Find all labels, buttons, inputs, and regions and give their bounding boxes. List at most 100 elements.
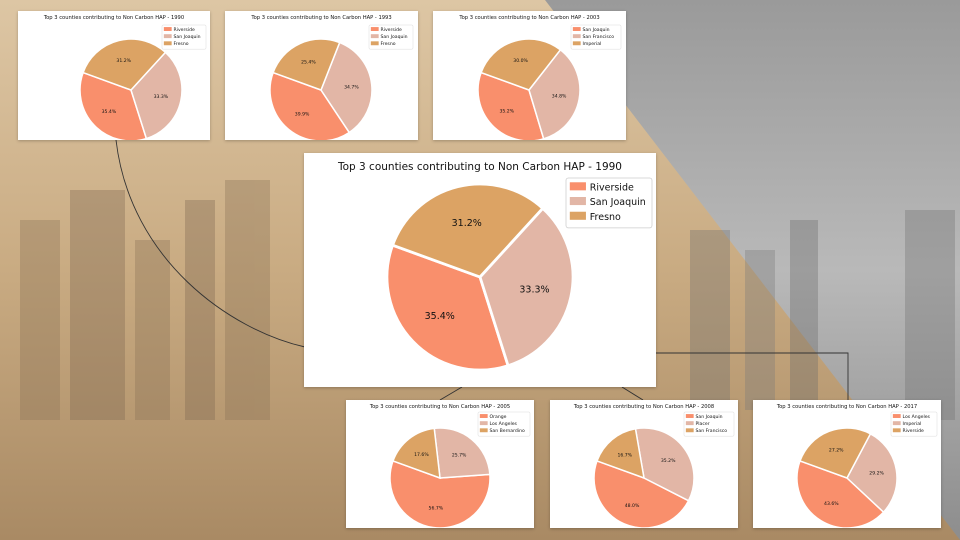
legend: [368, 24, 414, 50]
slice-percent-label: 35.4%: [102, 109, 117, 115]
slice-percent-label: 17.6%: [414, 452, 429, 458]
pie-chart-svg: Top 3 counties contributing to Non Carbo…: [369, 404, 531, 528]
pie-slice: [478, 206, 575, 368]
legend-label: Riverside: [590, 182, 634, 193]
chart-title: Top 3 counties contributing to Non Carbo…: [337, 161, 622, 173]
legend-label: San Joaquin: [590, 197, 646, 208]
legend-swatch: [569, 197, 586, 206]
legend-swatch: [479, 428, 488, 433]
legend-swatch: [685, 428, 694, 433]
legend-label: San Joaquin: [583, 27, 610, 33]
slice-percent-label: 29.2%: [869, 471, 884, 477]
pie-slice: [389, 459, 491, 528]
legend-label: Riverside: [174, 27, 195, 33]
legend-swatch: [479, 414, 488, 418]
legend-label: Placer: [696, 421, 710, 427]
legend-label: Riverside: [903, 428, 924, 434]
legend-label: San Bernardino: [490, 428, 526, 434]
legend-label: San Joaquin: [696, 414, 723, 420]
pie-slice: [79, 71, 148, 140]
slice-percent-label: 34.8%: [552, 93, 567, 99]
slice-percent-label: 27.2%: [829, 448, 844, 454]
legend-label: Fresno: [174, 41, 189, 47]
chart-title: Top 3 counties contributing to Non Carbo…: [776, 404, 917, 410]
legend-swatch: [370, 34, 379, 39]
pie-slice: [799, 427, 872, 479]
pie-panel-2005: Top 3 counties contributing to Non Carbo…: [346, 400, 534, 528]
pie-slice: [593, 459, 690, 528]
slice-percent-label: 16.7%: [617, 453, 632, 459]
legend-swatch: [685, 421, 694, 426]
pie-panel-2008: Top 3 counties contributing to Non Carbo…: [550, 400, 738, 528]
legend-label: Orange: [490, 414, 507, 420]
pie-slice: [528, 48, 581, 140]
pie-panel-1990-large: Top 3 counties contributing to Non Carbo…: [304, 153, 656, 387]
legend-label: Los Angeles: [903, 414, 931, 420]
legend-label: San Francisco: [583, 34, 615, 40]
legend: [683, 411, 735, 437]
pie-slice: [796, 459, 885, 528]
pie-panel-1993: Top 3 counties contributing to Non Carbo…: [225, 11, 418, 140]
pie-panel-1990: Top 3 counties contributing to Non Carbo…: [18, 11, 210, 140]
legend-swatch: [685, 414, 694, 418]
chart-title: Top 3 counties contributing to Non Carbo…: [43, 15, 184, 21]
legend-swatch: [163, 27, 172, 31]
pie-slice: [269, 71, 351, 140]
slice-percent-label: 30.0%: [513, 58, 528, 64]
legend: [565, 177, 653, 229]
pie-slice: [433, 427, 491, 479]
legend-swatch: [569, 211, 586, 220]
legend-swatch: [370, 41, 379, 46]
slice-percent-label: 35.2%: [499, 109, 514, 115]
legend-swatch: [892, 421, 901, 426]
slice-percent-label: 39.9%: [295, 112, 310, 118]
legend-swatch: [892, 414, 901, 418]
pie-chart-svg: Top 3 counties contributing to Non Carbo…: [458, 15, 622, 140]
pie-slice: [82, 38, 167, 91]
legend-swatch: [370, 27, 379, 31]
legend-swatch: [163, 34, 172, 39]
legend-swatch: [569, 182, 586, 191]
legend-label: Fresno: [590, 212, 621, 223]
legend: [570, 24, 622, 50]
slice-percent-label: 31.2%: [116, 58, 131, 64]
pie-chart-svg: Top 3 counties contributing to Non Carbo…: [43, 15, 207, 140]
pie-chart-svg: Top 3 counties contributing to Non Carbo…: [573, 404, 735, 528]
slice-percent-label: 31.2%: [452, 218, 482, 229]
slice-percent-label: 34.7%: [344, 84, 359, 90]
legend-swatch: [479, 421, 488, 426]
legend: [890, 411, 938, 437]
slice-percent-label: 35.2%: [661, 458, 676, 464]
legend-label: San Joaquin: [381, 34, 408, 40]
slice-percent-label: 25.4%: [301, 60, 316, 66]
legend: [477, 411, 531, 437]
slice-percent-label: 33.3%: [519, 284, 549, 295]
pie-slice: [846, 432, 898, 514]
legend-label: San Joaquin: [174, 34, 201, 40]
legend-label: Imperial: [903, 421, 922, 427]
legend-label: Imperial: [583, 41, 602, 47]
slice-percent-label: 56.7%: [429, 505, 444, 511]
pie-slice: [596, 427, 645, 480]
city-skyline: [20, 180, 955, 420]
pie-slice: [390, 182, 545, 279]
legend-swatch: [892, 428, 901, 433]
pie-chart-svg: Top 3 counties contributing to Non Carbo…: [250, 15, 414, 140]
legend-swatch: [572, 41, 581, 46]
pie-panel-2017: Top 3 counties contributing to Non Carbo…: [753, 400, 941, 528]
pie-chart-svg: Top 3 counties contributing to Non Carbo…: [337, 161, 653, 372]
pie-slice: [272, 38, 341, 91]
legend: [161, 24, 207, 50]
pie-slice: [320, 41, 373, 134]
legend-label: Fresno: [381, 41, 396, 47]
tree-connectors: [115, 139, 849, 401]
slice-percent-label: 33.3%: [154, 94, 169, 100]
chart-title: Top 3 counties contributing to Non Carbo…: [573, 404, 714, 410]
slice-percent-label: 25.7%: [452, 453, 467, 459]
legend-label: Riverside: [381, 27, 402, 33]
legend-swatch: [572, 34, 581, 39]
pie-slice: [130, 51, 183, 140]
legend-swatch: [163, 41, 172, 46]
slice-percent-label: 43.6%: [824, 501, 839, 507]
slice-percent-label: 35.4%: [425, 311, 455, 322]
